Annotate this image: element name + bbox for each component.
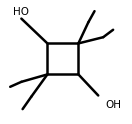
Text: HO: HO: [13, 7, 29, 17]
Text: OH: OH: [106, 100, 122, 110]
